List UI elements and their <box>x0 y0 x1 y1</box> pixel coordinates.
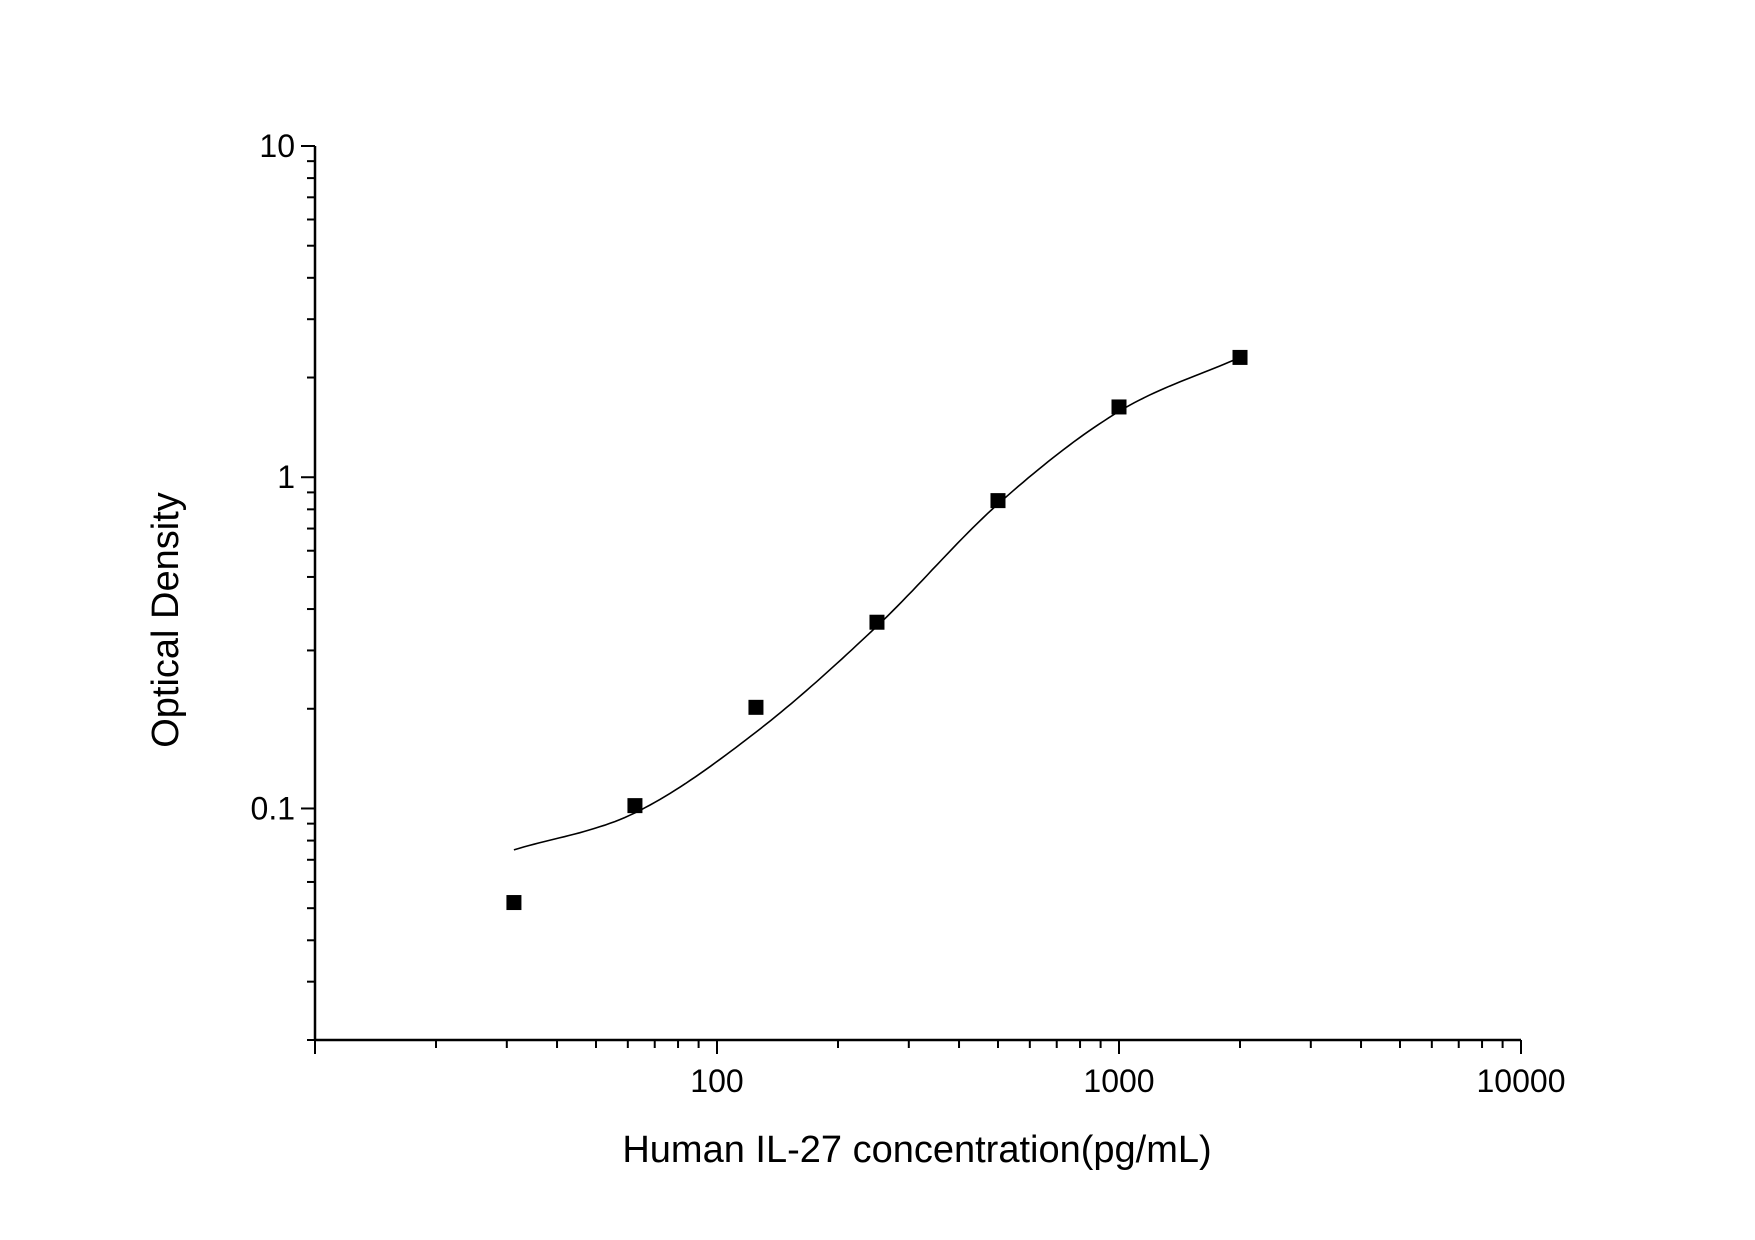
data-point <box>506 895 522 911</box>
data-point <box>990 493 1006 509</box>
data-point <box>748 699 764 715</box>
data-point <box>1111 399 1127 415</box>
data-point <box>627 798 643 814</box>
y-tick-label: 1 <box>277 459 295 495</box>
y-tick-label: 0.1 <box>251 790 295 826</box>
x-tick-label: 100 <box>690 1063 743 1099</box>
x-axis-title: Human IL-27 concentration(pg/mL) <box>622 1129 1211 1171</box>
x-tick-label: 1000 <box>1083 1063 1154 1099</box>
y-tick-label: 10 <box>259 128 295 164</box>
data-points <box>506 349 1248 911</box>
ticks <box>301 145 1522 1054</box>
fit-curve <box>513 356 1241 851</box>
axes <box>313 146 1521 1042</box>
x-tick-label: 10000 <box>1477 1063 1566 1099</box>
fit-curve-layer <box>513 356 1241 851</box>
y-axis-title: Optical Density <box>145 492 187 748</box>
tick-labels: 100 1000 10000 0.1 1 10 <box>251 128 1566 1099</box>
data-point <box>869 614 885 630</box>
data-point <box>1232 349 1248 365</box>
